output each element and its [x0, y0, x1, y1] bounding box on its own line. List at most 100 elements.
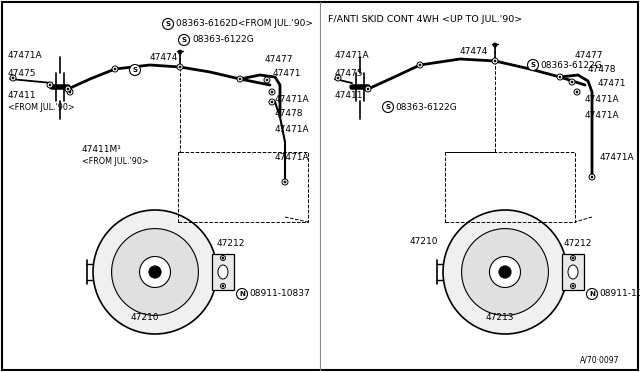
Circle shape: [335, 75, 341, 81]
Text: 47471A: 47471A: [275, 125, 310, 134]
Circle shape: [67, 88, 69, 90]
Circle shape: [163, 19, 173, 29]
Text: S: S: [385, 104, 390, 110]
Circle shape: [527, 60, 538, 71]
Circle shape: [367, 88, 369, 90]
Circle shape: [10, 75, 16, 81]
Circle shape: [112, 66, 118, 72]
Circle shape: [69, 91, 71, 93]
Text: 47471A: 47471A: [335, 51, 370, 61]
Circle shape: [49, 84, 51, 86]
Text: 47411: 47411: [8, 90, 36, 99]
Text: 08363-6122G: 08363-6122G: [540, 61, 602, 70]
Circle shape: [499, 266, 511, 278]
Circle shape: [178, 50, 182, 54]
Circle shape: [282, 179, 288, 185]
Text: 47210: 47210: [131, 312, 159, 321]
Circle shape: [557, 74, 563, 80]
Text: 47212: 47212: [217, 240, 245, 248]
Text: N: N: [589, 291, 595, 297]
Circle shape: [443, 210, 567, 334]
Text: 08911-10837: 08911-10837: [249, 289, 310, 298]
Text: 47477: 47477: [575, 51, 604, 60]
Text: 47212: 47212: [564, 240, 593, 248]
Circle shape: [179, 35, 189, 45]
Circle shape: [269, 99, 275, 105]
Circle shape: [490, 257, 520, 288]
Text: S: S: [531, 62, 536, 68]
Text: 08363-6122G: 08363-6122G: [192, 35, 253, 45]
Text: 47471: 47471: [598, 80, 627, 89]
Circle shape: [586, 289, 598, 299]
Circle shape: [221, 256, 225, 260]
Circle shape: [569, 79, 575, 85]
Text: 47478: 47478: [588, 64, 616, 74]
Text: 47475: 47475: [8, 68, 36, 77]
Circle shape: [93, 210, 217, 334]
Text: A/70·0097: A/70·0097: [580, 356, 620, 365]
Circle shape: [572, 285, 574, 287]
Circle shape: [140, 257, 170, 288]
Text: 47471A: 47471A: [275, 94, 310, 103]
Text: S: S: [182, 37, 186, 43]
Text: <FROM JUL.'90>: <FROM JUL.'90>: [82, 157, 148, 167]
Circle shape: [494, 60, 496, 62]
Circle shape: [576, 91, 578, 93]
Circle shape: [284, 181, 286, 183]
Circle shape: [492, 58, 498, 64]
Circle shape: [417, 62, 423, 68]
Circle shape: [271, 101, 273, 103]
Circle shape: [559, 76, 561, 78]
Circle shape: [264, 77, 270, 83]
Circle shape: [383, 102, 394, 112]
Circle shape: [571, 81, 573, 83]
Circle shape: [239, 78, 241, 80]
Circle shape: [574, 89, 580, 95]
Circle shape: [111, 229, 198, 315]
Text: 47474: 47474: [150, 52, 179, 61]
Circle shape: [365, 86, 371, 92]
FancyBboxPatch shape: [562, 254, 584, 290]
Text: 08363-6162D<FROM JUL.'90>: 08363-6162D<FROM JUL.'90>: [176, 19, 313, 29]
Circle shape: [67, 89, 73, 95]
Text: 47471A: 47471A: [275, 153, 310, 161]
Circle shape: [237, 289, 248, 299]
Circle shape: [589, 174, 595, 180]
Circle shape: [419, 64, 421, 66]
Circle shape: [271, 91, 273, 93]
Text: 47471A: 47471A: [600, 153, 635, 161]
Text: 47471A: 47471A: [585, 94, 620, 103]
Text: 47471A: 47471A: [8, 51, 43, 61]
Text: 47474: 47474: [460, 46, 488, 55]
Circle shape: [129, 64, 141, 76]
Circle shape: [337, 77, 339, 79]
Circle shape: [222, 257, 224, 259]
Text: 08363-6122G: 08363-6122G: [395, 103, 457, 112]
Circle shape: [47, 82, 53, 88]
Text: <FROM JUL.'90>: <FROM JUL.'90>: [8, 103, 75, 112]
Circle shape: [461, 229, 548, 315]
Text: 47471: 47471: [273, 68, 301, 77]
Text: 47475: 47475: [335, 68, 364, 77]
Ellipse shape: [568, 265, 578, 279]
Text: 47478: 47478: [275, 109, 303, 118]
Text: 47471A: 47471A: [585, 110, 620, 119]
Circle shape: [177, 64, 183, 70]
Circle shape: [570, 283, 575, 289]
Circle shape: [221, 283, 225, 289]
Circle shape: [493, 43, 497, 47]
Text: 47477: 47477: [265, 55, 294, 64]
Text: S: S: [132, 67, 138, 73]
Circle shape: [237, 76, 243, 82]
Circle shape: [179, 66, 181, 68]
Circle shape: [269, 89, 275, 95]
Text: 47411: 47411: [335, 90, 364, 99]
Text: S: S: [166, 21, 170, 27]
Circle shape: [65, 86, 71, 92]
Circle shape: [572, 257, 574, 259]
Circle shape: [591, 176, 593, 178]
Circle shape: [149, 266, 161, 278]
Circle shape: [12, 77, 14, 79]
Circle shape: [266, 79, 268, 81]
Circle shape: [114, 68, 116, 70]
